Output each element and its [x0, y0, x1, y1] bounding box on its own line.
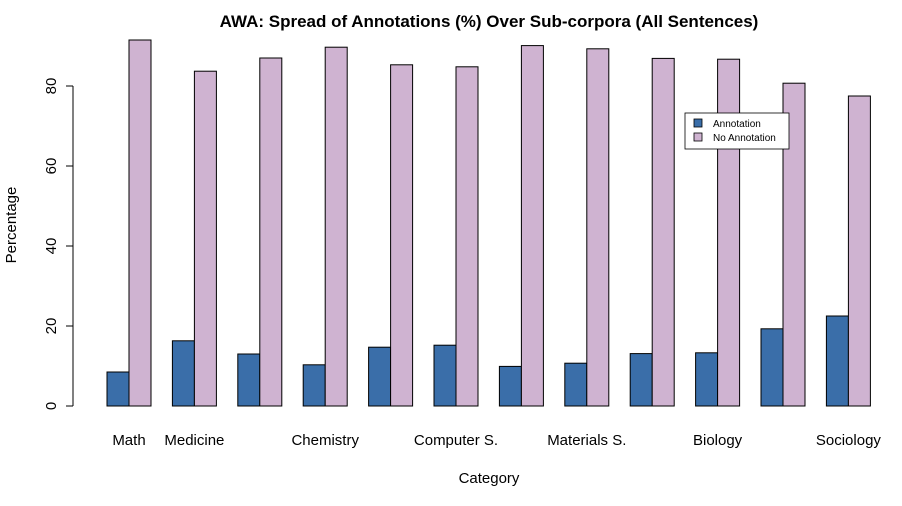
y-axis: 0 20 40 60 80: [43, 78, 74, 410]
bar-annotation: [171, 340, 195, 407]
x-tick-label: Computer S.: [414, 432, 498, 449]
bar-annotation: [302, 364, 326, 407]
bar-no-annotation: [651, 57, 675, 407]
legend-label-no-annotation: No Annotation: [713, 133, 776, 144]
bar-annotation: [629, 353, 653, 407]
bar-no-annotation: [128, 39, 152, 407]
y-tick-label: 40: [43, 238, 60, 255]
x-tick-label: Medicine: [164, 432, 224, 449]
bar-no-annotation: [586, 48, 610, 407]
bar-annotation: [564, 362, 588, 407]
bar-no-annotation: [520, 45, 544, 407]
bar-no-annotation: [193, 70, 217, 407]
bar-no-annotation: [455, 66, 479, 407]
legend-swatch-annotation: [693, 118, 703, 128]
x-tick-label: Biology: [693, 432, 743, 449]
bar-annotation: [498, 365, 522, 407]
bar-no-annotation: [259, 57, 283, 407]
bar-annotation: [368, 346, 392, 407]
chart-title: AWA: Spread of Annotations (%) Over Sub-…: [220, 12, 759, 31]
x-axis-tick-labels: Math Medicine Chemistry Computer S. Material…: [112, 432, 881, 449]
y-tick-label: 20: [43, 318, 60, 335]
y-tick-label: 60: [43, 158, 60, 175]
x-tick-label: Sociology: [816, 432, 882, 449]
bar-no-annotation: [324, 46, 348, 407]
x-tick-label: Materials S.: [547, 432, 626, 449]
y-tick-label: 0: [43, 402, 60, 410]
bar-no-annotation: [847, 95, 871, 407]
x-tick-label: Chemistry: [291, 432, 359, 449]
y-axis-label: Percentage: [3, 187, 20, 264]
legend-swatch-no-annotation: [693, 132, 703, 142]
x-axis-label: Category: [459, 470, 520, 487]
x-tick-label: Math: [112, 432, 145, 449]
bar-annotation: [237, 353, 261, 407]
bar-no-annotation: [782, 82, 806, 407]
bar-annotation: [695, 352, 719, 407]
legend: Annotation No Annotation: [684, 112, 790, 150]
legend-label-annotation: Annotation: [713, 119, 761, 130]
y-tick-label: 80: [43, 78, 60, 95]
bar-annotation: [106, 371, 130, 407]
bar-annotation: [433, 344, 457, 407]
bar-no-annotation: [390, 64, 414, 407]
bar-no-annotation: [717, 58, 741, 407]
bar-annotation: [760, 328, 784, 407]
bar-annotation: [825, 315, 849, 407]
bars: [106, 39, 871, 407]
